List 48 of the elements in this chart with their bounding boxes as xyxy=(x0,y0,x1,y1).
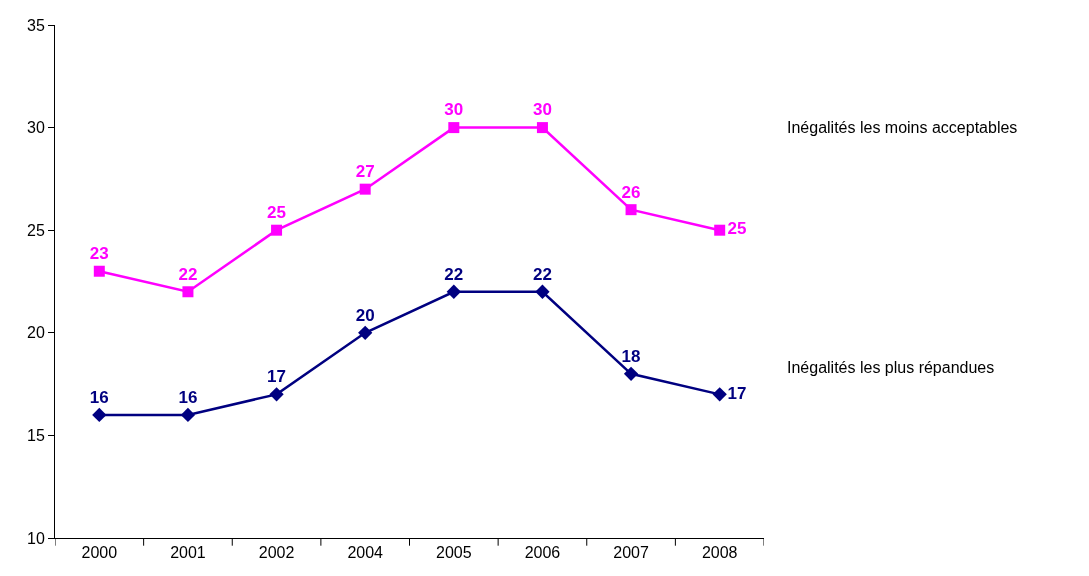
data-label: 16 xyxy=(178,387,198,407)
point xyxy=(448,122,460,134)
y-tick-label: 15 xyxy=(27,427,45,444)
x-tick-label: 2005 xyxy=(436,544,472,562)
data-label: 23 xyxy=(89,244,109,264)
point xyxy=(535,284,550,299)
point xyxy=(536,122,548,134)
x-tick-label: 2006 xyxy=(524,544,561,562)
y-tick-label: 20 xyxy=(27,324,45,342)
point xyxy=(92,407,107,423)
data-label: 22 xyxy=(444,264,464,284)
point xyxy=(714,224,726,236)
point xyxy=(271,224,283,236)
point xyxy=(625,204,637,216)
x-tick-label: 2001 xyxy=(170,544,206,562)
data-label: 16 xyxy=(89,387,109,407)
data-label: 30 xyxy=(532,100,552,120)
x-tick-label: 2008 xyxy=(701,544,738,562)
y-tick-label: 10 xyxy=(27,529,45,547)
data-label: 26 xyxy=(621,182,641,202)
point xyxy=(93,265,105,277)
data-label: 22 xyxy=(178,264,198,284)
point xyxy=(182,286,194,298)
x-tick-label: 2000 xyxy=(81,544,118,562)
point xyxy=(180,407,196,423)
y-tick-label: 30 xyxy=(27,119,45,137)
point xyxy=(446,284,461,299)
text: Inégalités les plus répandues xyxy=(787,359,995,376)
y-tick-label: 25 xyxy=(27,221,45,239)
data-label: 20 xyxy=(355,305,375,325)
y-tick-label: 35 xyxy=(27,16,45,34)
data-label: 27 xyxy=(355,162,375,182)
point xyxy=(623,366,639,381)
point xyxy=(712,387,727,402)
point xyxy=(358,325,373,340)
text: Inégalités les moins acceptables xyxy=(787,119,1018,136)
data-label: 17 xyxy=(727,383,747,403)
data-label: 18 xyxy=(621,346,641,366)
data-label: 25 xyxy=(727,219,747,239)
data-label: 22 xyxy=(532,264,552,284)
x-tick-label: 2007 xyxy=(613,544,649,562)
point xyxy=(359,183,371,195)
data-label: 30 xyxy=(444,100,464,120)
point xyxy=(269,387,284,402)
data-label: 17 xyxy=(267,367,287,387)
x-tick-label: 2002 xyxy=(258,544,295,562)
data-label: 25 xyxy=(267,203,287,223)
x-tick-label: 2004 xyxy=(347,544,384,562)
